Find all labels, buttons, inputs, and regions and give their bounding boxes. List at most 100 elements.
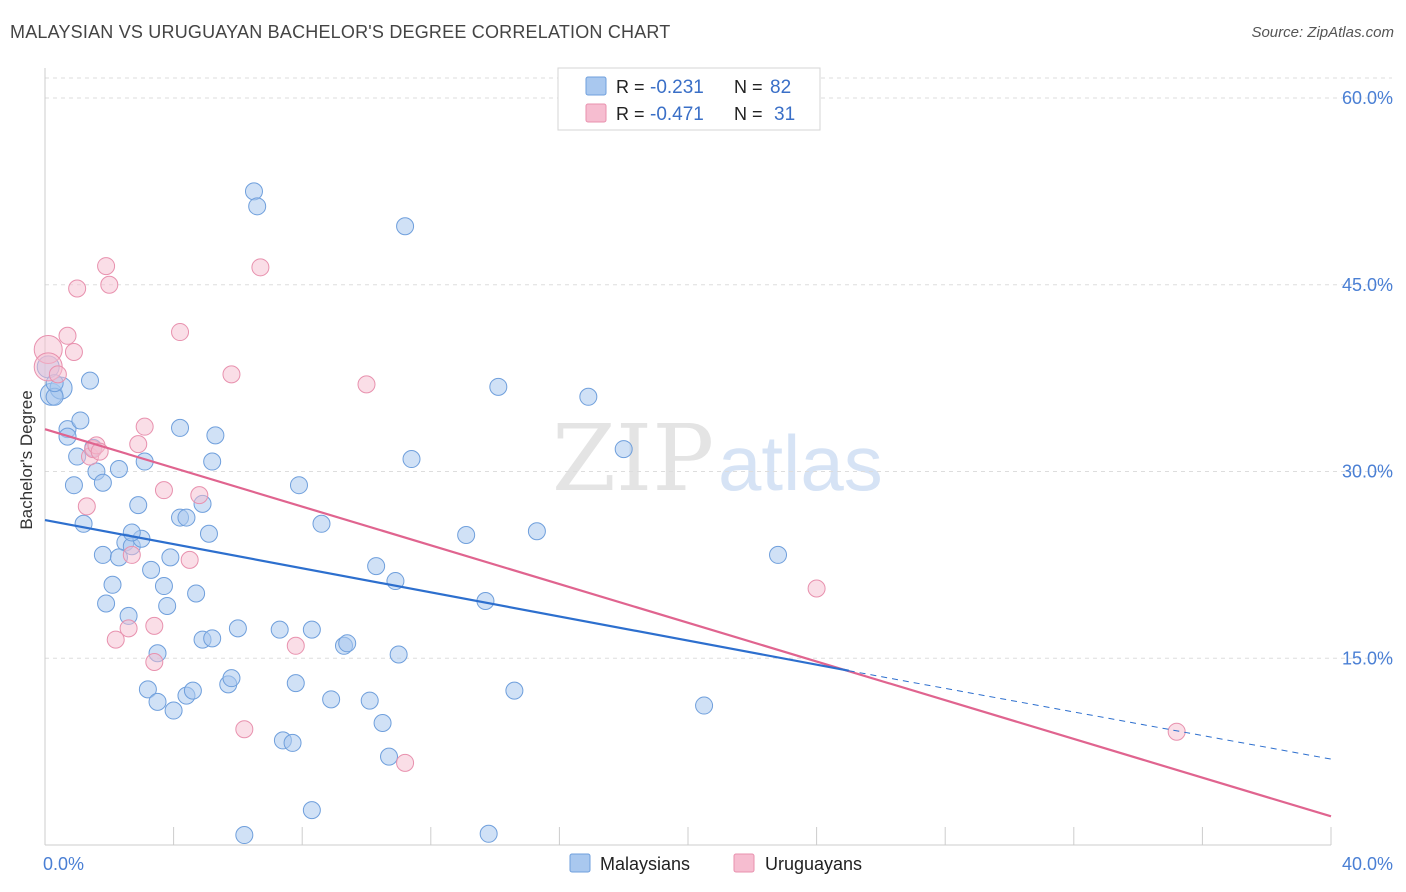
legend-r-value-uruguayans: -0.471 xyxy=(650,104,704,125)
legend-n-label-malaysians: N = xyxy=(734,77,763,97)
axes xyxy=(44,68,1332,846)
uruguayans-point xyxy=(58,326,77,345)
uruguayans-point xyxy=(119,619,138,638)
x-tick-label-1: 40.0% xyxy=(1342,854,1393,874)
malaysians-point xyxy=(142,560,161,579)
malaysians-point xyxy=(64,476,83,495)
malaysians-point xyxy=(244,182,263,201)
y-tick-label-2: 30.0% xyxy=(1342,462,1393,482)
uruguayans-point xyxy=(1167,722,1186,741)
y-tick-label-0: 60.0% xyxy=(1342,88,1393,108)
malaysians-point xyxy=(527,522,546,541)
malaysians-point xyxy=(148,692,167,711)
source-credit: Source: ZipAtlas.com xyxy=(1251,24,1394,41)
malaysians-point xyxy=(402,450,421,469)
malaysians-point xyxy=(93,473,112,492)
uruguayans-point xyxy=(100,275,119,294)
uruguayans-trend-line xyxy=(44,428,1332,818)
uruguayans-point xyxy=(68,279,87,298)
series-legend-label-uruguayans: Uruguayans xyxy=(765,854,862,874)
malaysians-point xyxy=(93,545,112,564)
malaysians-point xyxy=(235,826,254,845)
malaysians-points xyxy=(36,182,788,845)
malaysians-point xyxy=(109,460,128,479)
legend-swatch-malaysians xyxy=(585,76,607,96)
legend-r-value-malaysians: -0.231 xyxy=(650,77,704,98)
malaysians-point xyxy=(489,377,508,396)
watermark: ZIP atlas xyxy=(552,405,883,512)
legend-r-label-uruguayans: R = xyxy=(616,104,645,124)
malaysians-point xyxy=(248,197,267,216)
uruguayans-point xyxy=(97,257,116,276)
malaysians-point xyxy=(206,426,225,445)
series-legend-swatch-uruguayans xyxy=(733,853,755,873)
malaysians-point xyxy=(154,577,173,596)
gridlines xyxy=(45,77,1392,659)
malaysians-point xyxy=(74,514,93,533)
legend-n-value-malaysians: 82 xyxy=(770,77,791,98)
malaysians-point xyxy=(187,584,206,603)
uruguayans-point xyxy=(396,753,415,772)
malaysians-trend-extension xyxy=(848,670,1332,760)
malaysians-point xyxy=(505,681,524,700)
uruguayans-point xyxy=(235,720,254,739)
legend-n-value-uruguayans: 31 xyxy=(774,104,795,125)
watermark-zip: ZIP xyxy=(552,405,714,512)
malaysians-point xyxy=(171,418,190,437)
uruguayans-point xyxy=(154,481,173,500)
malaysians-point xyxy=(177,508,196,527)
y-axis-label: Bachelor's Degree xyxy=(17,390,36,529)
y-tick-label-1: 45.0% xyxy=(1342,275,1393,295)
malaysians-trend-line xyxy=(44,518,849,672)
malaysians-point xyxy=(71,411,90,430)
uruguayans-point xyxy=(135,417,154,436)
malaysians-point xyxy=(367,557,386,576)
y-tick-label-3: 15.0% xyxy=(1342,648,1393,668)
malaysians-point xyxy=(322,690,341,709)
uruguayans-point xyxy=(190,486,209,505)
chart-title: MALAYSIAN VS URUGUAYAN BACHELOR'S DEGREE… xyxy=(10,22,671,42)
malaysians-point xyxy=(164,701,183,720)
uruguayans-point xyxy=(251,258,270,277)
series-legend-label-malaysians: Malaysians xyxy=(600,854,690,874)
malaysians-point xyxy=(457,525,476,544)
watermark-atlas: atlas xyxy=(718,419,883,507)
malaysians-point xyxy=(769,545,788,564)
uruguayans-point xyxy=(129,435,148,454)
legend-r-label-malaysians: R = xyxy=(616,77,645,97)
legend-n-label-uruguayans: N = xyxy=(734,104,763,124)
uruguayans-point xyxy=(286,636,305,655)
uruguayans-point xyxy=(48,365,67,384)
malaysians-point xyxy=(203,452,222,471)
malaysians-point xyxy=(614,440,633,459)
malaysians-point xyxy=(396,217,415,236)
uruguayans-point xyxy=(122,545,141,564)
malaysians-point xyxy=(286,674,305,693)
malaysians-point xyxy=(199,524,218,543)
uruguayans-point xyxy=(222,365,241,384)
uruguayans-point xyxy=(357,375,376,394)
uruguayans-point xyxy=(171,323,190,342)
series-legend-swatch-malaysians xyxy=(569,853,591,873)
uruguayans-point xyxy=(77,497,96,516)
malaysians-point xyxy=(183,681,202,700)
malaysians-point xyxy=(138,680,157,699)
x-tick-labels: 0.0% 40.0% xyxy=(43,854,1393,874)
malaysians-point xyxy=(222,669,241,688)
malaysians-point xyxy=(695,696,714,715)
uruguayans-point xyxy=(145,652,164,671)
malaysians-point xyxy=(283,733,302,752)
uruguayans-points xyxy=(33,257,1186,772)
trend-lines xyxy=(44,428,1332,818)
malaysians-point xyxy=(97,594,116,613)
malaysians-point xyxy=(270,620,289,639)
malaysians-point xyxy=(302,801,321,820)
malaysians-point xyxy=(579,387,598,406)
uruguayans-point xyxy=(180,550,199,569)
malaysians-point xyxy=(479,824,498,843)
malaysians-point xyxy=(338,634,357,653)
malaysians-point xyxy=(302,620,321,639)
x-tick-label-0: 0.0% xyxy=(43,854,84,874)
legend-swatch-uruguayans xyxy=(585,103,607,123)
